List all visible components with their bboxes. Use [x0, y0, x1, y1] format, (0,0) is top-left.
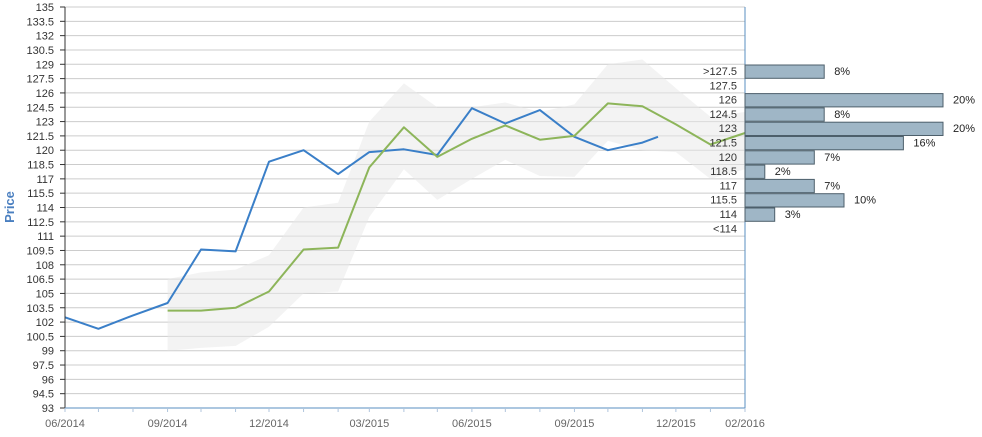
distribution-percent-label: 20% [953, 95, 975, 107]
distribution-bar [744, 150, 815, 165]
y-tick-label: 100.5 [26, 331, 54, 343]
distribution-bar [744, 193, 845, 208]
confidence-band [167, 59, 746, 351]
y-tick-label: 133.5 [26, 16, 54, 28]
distribution-bar [744, 107, 825, 122]
y-tick-label: 93 [42, 403, 54, 415]
y-tick-label: 97.5 [33, 360, 54, 372]
y-tick-label: 99 [42, 346, 54, 358]
x-tick-label: 09/2015 [555, 418, 595, 430]
distribution-percent-label: 2% [775, 166, 791, 178]
distribution-percent-label: 3% [785, 209, 801, 221]
y-tick-label: 118.5 [27, 160, 54, 172]
distribution-percent-label: 8% [834, 66, 850, 78]
y-tick-label: 120 [36, 145, 54, 157]
y-tick-label: 117 [36, 174, 54, 186]
x-tick-label: 03/2015 [349, 418, 389, 430]
y-tick-labels: 93 94.5 96 97.5 99 100.5 102 103.5 105 106.5 108 10… [26, 2, 54, 415]
distribution-bin-label: <114 [713, 223, 737, 235]
y-tick-label: 115.5 [27, 188, 54, 200]
distribution-bin-label: 117 [719, 180, 737, 192]
y-tick-label: 135 [36, 2, 54, 14]
distribution-bin-label: 127.5 [709, 80, 737, 92]
confidence-band-layer [167, 59, 746, 351]
series-layer [64, 102, 746, 330]
x-tick-labels: 06/2014 09/2014 12/2014 03/2015 06/2015 09/20… [45, 418, 765, 430]
y-axis-label: Price [2, 191, 17, 223]
x-tick-label: 06/2014 [45, 418, 85, 430]
average-series-line [167, 102, 746, 312]
distribution-bin-label: 121.5 [709, 138, 737, 150]
distribution-bin-label: 124.5 [709, 109, 737, 121]
x-tick-label: 02/2016 [725, 418, 765, 430]
distribution-bin-label: 118.5 [710, 166, 737, 178]
distribution-percent-label: 7% [824, 180, 840, 192]
distribution-percent-label: 16% [913, 138, 935, 150]
y-tick-label: 105 [36, 288, 54, 300]
y-tick-label: 127.5 [26, 74, 54, 86]
y-tick-label: 106.5 [26, 274, 54, 286]
distribution-bar [744, 207, 776, 222]
y-tick-label: 121.5 [26, 131, 54, 143]
distribution-percent-label: 20% [953, 123, 975, 135]
y-tick-label: 94.5 [33, 389, 54, 401]
y-tick-label: 103.5 [26, 303, 54, 315]
x-tick-label: 09/2014 [148, 418, 188, 430]
distribution-percent-label: 8% [834, 109, 850, 121]
distribution-bin-label: 120 [719, 152, 737, 164]
x-tick-label: 12/2014 [249, 418, 289, 430]
y-tick-label: 114 [36, 203, 54, 215]
distribution-bin-label: 114 [719, 209, 737, 221]
distribution-percent-label: 7% [824, 152, 840, 164]
y-tick-label: 129 [36, 59, 54, 71]
y-tick-label: 109.5 [26, 245, 54, 257]
y-tick-label: 132 [36, 31, 54, 43]
y-tick-label: 126 [36, 88, 54, 100]
distribution-bar [744, 178, 815, 194]
distribution-bin-label: 115.5 [710, 195, 737, 207]
y-tick-label: 130.5 [26, 45, 54, 57]
distribution-bar [744, 136, 904, 151]
y-tick-label: 123 [36, 117, 54, 129]
y-tick-label: 96 [42, 374, 54, 386]
distribution-bar [744, 64, 825, 79]
x-tick-label: 12/2015 [656, 418, 696, 430]
distribution-bar [744, 93, 944, 108]
distribution-bar [744, 164, 766, 179]
y-tick-label: 108 [36, 260, 54, 272]
y-tick-label: 112.5 [27, 217, 54, 229]
distribution-bars: >127.5 8% 127.5 126 20% 124.5 8% 123 20% 121.5 16%… [703, 64, 975, 235]
x-tick-label: 06/2015 [452, 418, 492, 430]
y-tick-label: 111 [37, 231, 54, 243]
y-tick-label: 102 [36, 317, 54, 329]
distribution-bin-label: >127.5 [703, 66, 737, 78]
distribution-bin-label: 123 [719, 123, 737, 135]
y-tick-label: 124.5 [26, 102, 54, 114]
distribution-bar [744, 121, 944, 136]
distribution-bin-label: 126 [719, 95, 737, 107]
distribution-percent-label: 10% [854, 195, 876, 207]
